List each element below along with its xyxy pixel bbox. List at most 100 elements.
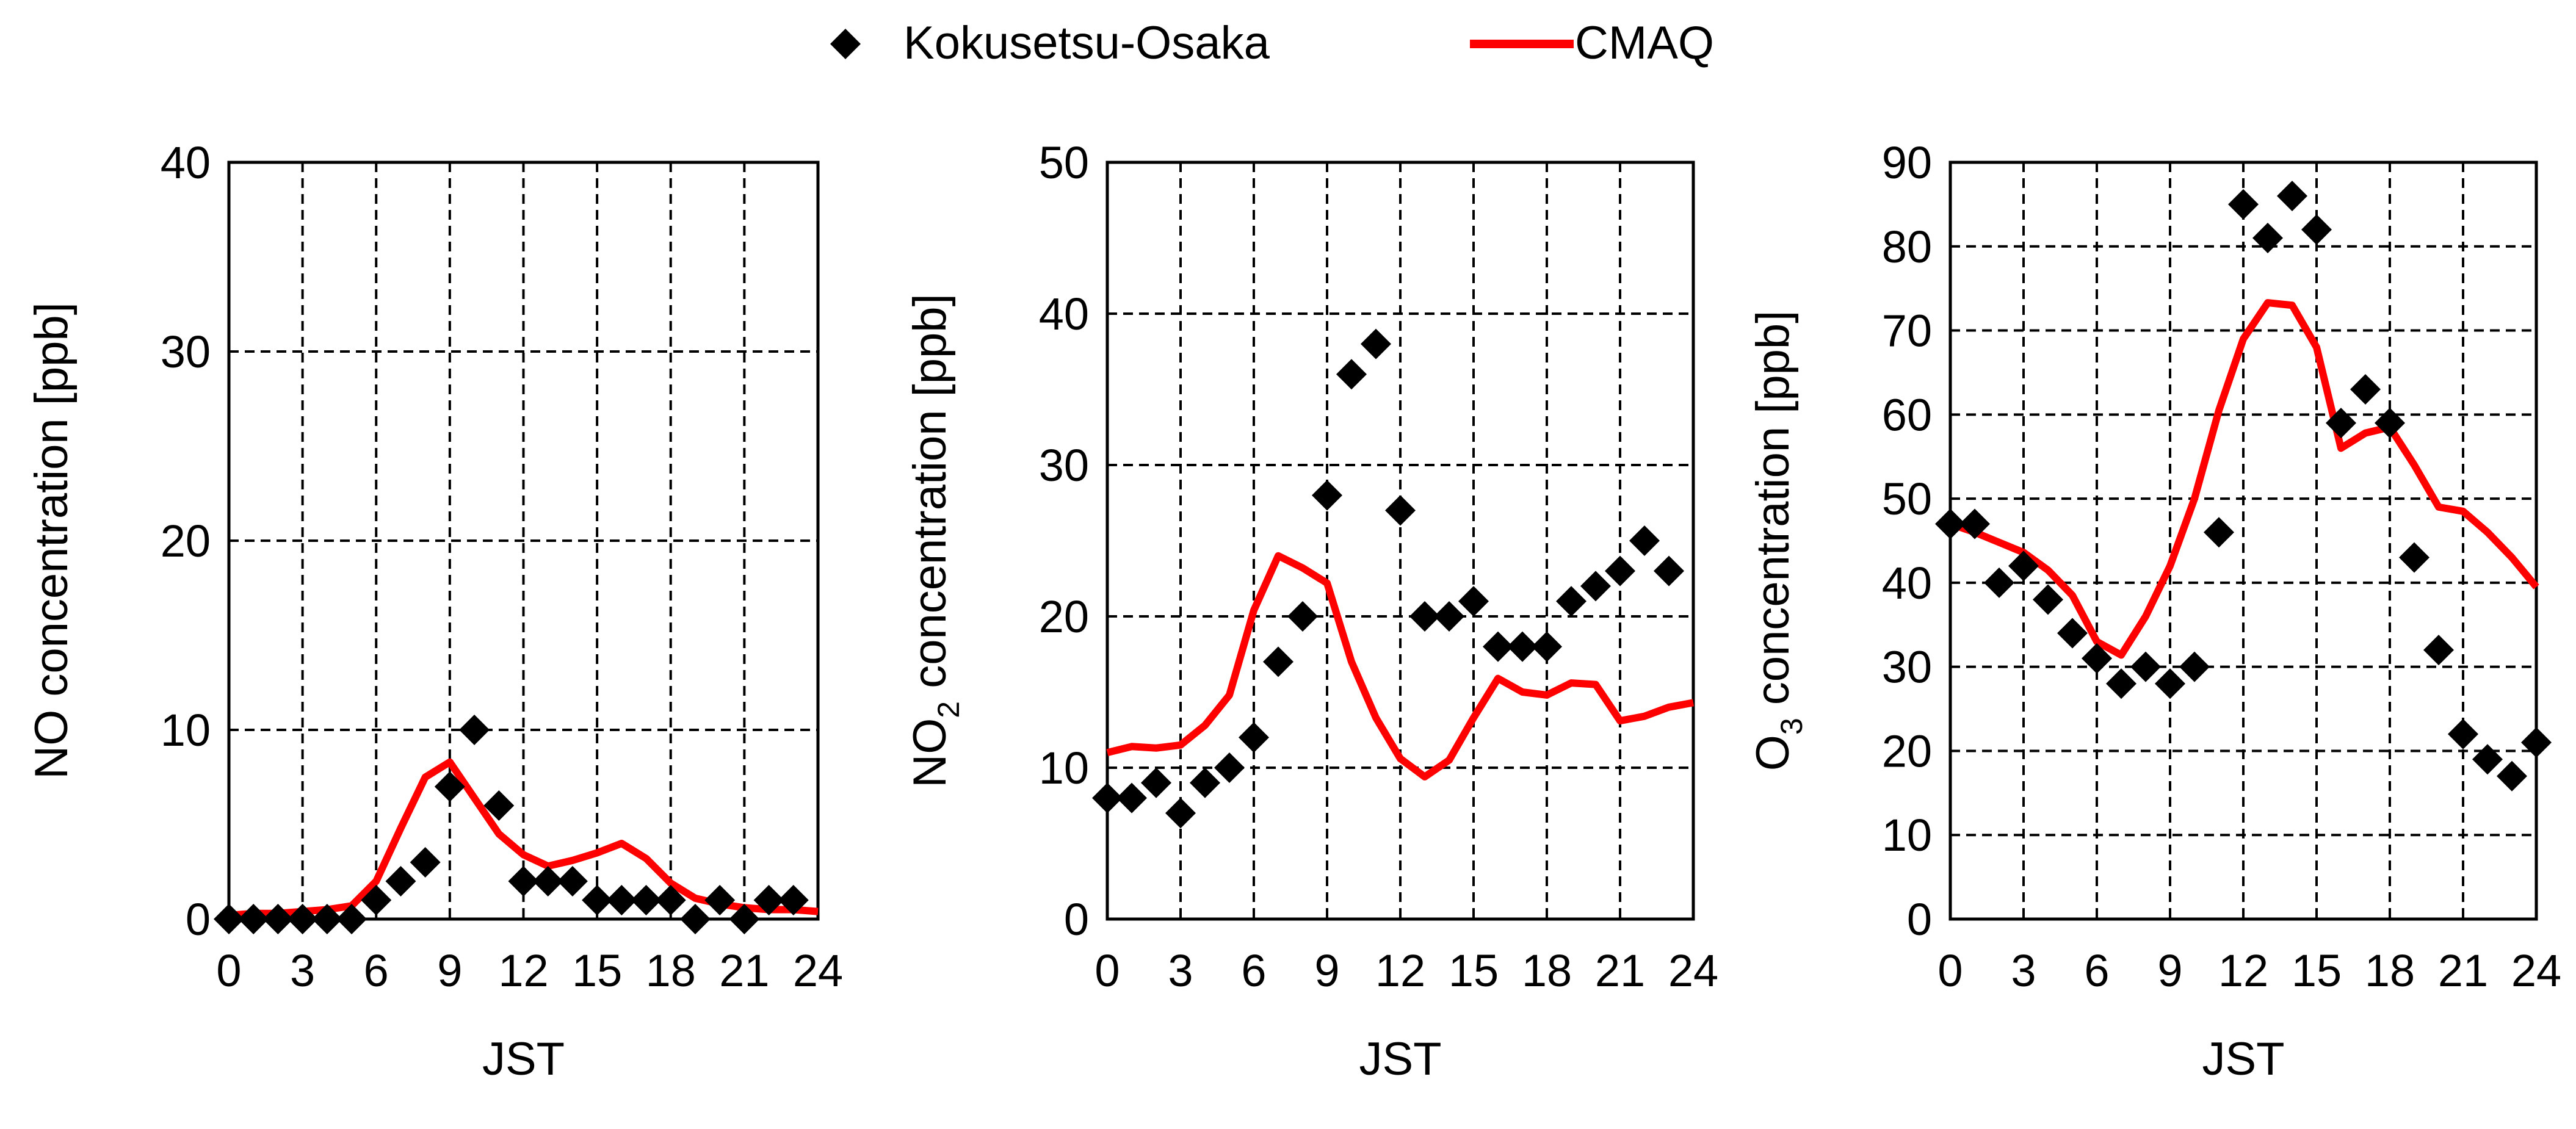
no2-x-tick-label: 15 (1449, 945, 1499, 996)
o3-plot-area (1948, 161, 2538, 921)
no-obs-point (582, 885, 613, 915)
no2-plot-area (1105, 161, 1695, 921)
no-plot-area (227, 161, 820, 921)
no-x-tick-label: 21 (719, 945, 769, 996)
no-obs-point (704, 885, 736, 915)
no2-obs-point (1312, 480, 1342, 511)
no-y-axis-title-part: NO concentration [ppb] (26, 302, 78, 779)
no2-obs-point (1629, 525, 1660, 556)
no2-obs-point (1141, 767, 1171, 798)
no2-obs-point (1361, 328, 1391, 359)
o3-obs-point (2423, 635, 2454, 666)
no-y-tick-label: 10 (161, 705, 211, 756)
o3-obs-point (2008, 550, 2039, 582)
no2-x-tick-label: 18 (1522, 945, 1572, 996)
o3-obs-point (2326, 408, 2356, 439)
no-y-tick-label: 20 (161, 516, 211, 566)
no-obs-point (557, 866, 588, 896)
no-x-tick-label: 9 (437, 945, 462, 996)
no-obs-point (336, 904, 367, 934)
o3-obs-point (2472, 744, 2503, 775)
no2-obs-point (1239, 722, 1269, 753)
no2-obs-point (1458, 586, 1489, 617)
o3-obs-point (1935, 508, 1966, 539)
no2-y-axis-title: NO2 concentration [ppb] (904, 294, 966, 787)
o3-obs-point (2350, 374, 2381, 405)
no-obs-point (385, 866, 416, 896)
no2-x-axis-title: JST (1359, 1033, 1441, 1085)
o3-y-tick-label: 70 (1882, 306, 1932, 356)
no-obs-point (287, 904, 318, 934)
no-obs-point (459, 715, 490, 745)
o3-y-tick-label: 30 (1882, 642, 1932, 693)
o3-x-tick-label: 18 (2365, 945, 2415, 996)
no-y-tick-label: 30 (161, 326, 211, 377)
no2-obs-point (1116, 782, 1147, 813)
no2-obs-point (1165, 798, 1196, 829)
no-x-tick-label: 6 (364, 945, 389, 996)
no-obs-point (214, 904, 244, 934)
o3-y-tick-label: 90 (1882, 137, 1932, 188)
o3-y-tick-label: 60 (1882, 389, 1932, 440)
no2-x-tick-label: 21 (1595, 945, 1645, 996)
no2-obs-point (1214, 752, 1245, 783)
o3-obs-point (2106, 668, 2136, 699)
no-obs-point (631, 885, 662, 915)
no2-y-tick-label: 10 (1039, 743, 1089, 793)
no2-y-tick-label: 30 (1039, 440, 1089, 491)
no-obs-point (311, 904, 342, 934)
o3-obs-point (2399, 542, 2429, 573)
o3-obs-point (1984, 567, 2014, 598)
no2-obs-point (1654, 555, 1684, 586)
no2-y-axis-title-part: 2 (932, 701, 966, 718)
no2-obs-point (1556, 586, 1586, 617)
no-y-tick-label: 40 (161, 137, 211, 188)
o3-obs-point (2057, 618, 2088, 649)
o3-obs-point (2277, 181, 2307, 212)
no2-obs-point (1483, 631, 1513, 662)
o3-y-tick-label: 80 (1882, 222, 1932, 272)
o3-y-axis-title-part: concentration [ppb] (1747, 311, 1799, 718)
no2-y-tick-label: 50 (1039, 137, 1089, 188)
no-y-tick-label: 0 (186, 894, 211, 945)
o3-obs-point (2033, 584, 2063, 615)
no2-obs-point (1605, 555, 1635, 586)
o3-obs-point (2228, 189, 2259, 220)
o3-y-axis-title-part: 3 (1775, 718, 1809, 735)
o3-x-tick-label: 15 (2292, 945, 2342, 996)
o3-obs-point (2082, 643, 2112, 674)
no-obs-point (778, 885, 809, 915)
o3-x-tick-label: 0 (1937, 945, 1963, 996)
no2-obs-point (1580, 571, 1611, 602)
o3-cmaq-line (1949, 299, 2539, 659)
o3-obs-point (2130, 651, 2161, 682)
legend-obs-label: Kokusetsu-Osaka (903, 17, 1270, 69)
no2-obs-point (1092, 782, 1123, 813)
no2-x-tick-label: 9 (1314, 945, 1339, 996)
no2-obs-point (1385, 495, 1416, 526)
no-x-tick-label: 3 (290, 945, 315, 996)
o3-obs-point (2252, 223, 2283, 253)
o3-y-tick-label: 20 (1882, 726, 1932, 776)
no2-x-tick-label: 6 (1241, 945, 1266, 996)
o3-obs-point (2521, 727, 2552, 758)
o3-x-tick-label: 12 (2218, 945, 2268, 996)
no-obs-point (361, 885, 392, 915)
no2-obs-point (1532, 631, 1562, 662)
no-x-tick-label: 24 (793, 945, 843, 996)
no2-obs-point (1287, 601, 1318, 632)
o3-x-tick-label: 6 (2084, 945, 2109, 996)
no2-x-tick-label: 12 (1375, 945, 1425, 996)
no2-x-tick-label: 24 (1668, 945, 1718, 996)
legend-obs-marker (830, 29, 861, 59)
no-obs-point (262, 904, 294, 934)
no-obs-point (434, 771, 465, 802)
no2-y-tick-label: 20 (1039, 591, 1089, 642)
no2-obs-point (1409, 601, 1440, 632)
no-obs-point (729, 904, 760, 934)
o3-y-axis-title-part: O (1747, 735, 1799, 771)
no-obs-point (238, 904, 269, 934)
